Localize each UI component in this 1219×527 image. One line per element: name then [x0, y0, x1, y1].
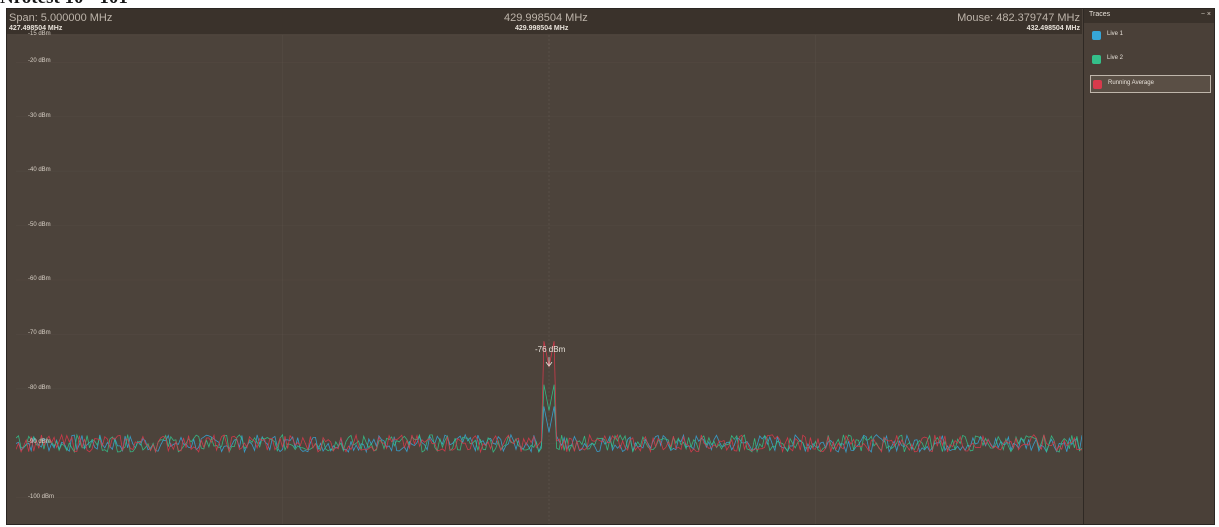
trace-panel-title: Traces	[1089, 11, 1111, 18]
center-readout: 429.998504 MHz	[504, 12, 588, 24]
trace-color-swatch	[1093, 80, 1102, 89]
trace-item-live-2[interactable]: Live 2	[1090, 51, 1211, 69]
y-tick-label: -30 dBm	[28, 112, 51, 119]
y-tick-label: -50 dBm	[28, 221, 51, 228]
peak-marker-label: -76 dBm	[535, 345, 566, 355]
trace-line-3	[16, 341, 1082, 454]
y-tick-label: -100 dBm	[28, 493, 55, 500]
center-frequency-label: 429.998504 MHz	[515, 25, 569, 32]
peak-marker-arrowhead	[545, 361, 553, 367]
span-readout: Span: 5.000000 MHz	[9, 12, 113, 24]
frequency-header: Span: 5.000000 MHz 429.998504 MHz Mouse:…	[7, 9, 1082, 34]
trace-line-2	[16, 384, 1082, 454]
trace-item-live-1[interactable]: Live 1	[1090, 27, 1211, 45]
trace-item-label: Live 1	[1107, 31, 1124, 37]
trace-panel: Traces − × Live 1 Live 2 Running Average	[1083, 9, 1214, 524]
trace-line-1	[16, 406, 1082, 454]
trace-item-label: Running Average	[1108, 80, 1154, 86]
trace-color-swatch	[1092, 31, 1101, 40]
y-tick-label: -20 dBm	[28, 58, 51, 65]
spectrum-view: Span: 5.000000 MHz 429.998504 MHz Mouse:…	[7, 9, 1082, 524]
spectrum-plot-svg	[16, 35, 1082, 524]
left-frequency-label: 427.498504 MHz	[9, 25, 63, 32]
y-tick-label: -70 dBm	[28, 330, 51, 337]
mouse-readout: Mouse: 482.379747 MHz	[957, 12, 1080, 24]
trace-item-label: Live 2	[1107, 55, 1124, 61]
y-tick-label: -80 dBm	[28, 384, 51, 391]
trace-panel-header: Traces − ×	[1084, 9, 1214, 23]
y-tick-label: -90 dBm	[28, 439, 51, 446]
y-tick-label: -60 dBm	[28, 276, 51, 282]
caption-strip: Nrotest 10 - 101	[0, 0, 1219, 8]
spectrum-plot[interactable]: -15 dBm -20 dBm -30 dBm -40 dBm -50 dBm -60 d…	[16, 31, 1082, 524]
y-tick-label: -40 dBm	[28, 167, 51, 174]
caption-text: Nrotest 10 - 101	[0, 0, 128, 8]
y-tick-label: -15 dBm	[28, 31, 51, 37]
spectrum-analyzer-window: Span: 5.000000 MHz 429.998504 MHz Mouse:…	[6, 8, 1215, 525]
right-frequency-label: 432.498504 MHz	[1026, 25, 1080, 32]
trace-panel-controls[interactable]: − ×	[1200, 11, 1211, 18]
trace-item-running-average[interactable]: Running Average	[1090, 75, 1211, 93]
trace-color-swatch	[1092, 55, 1101, 64]
